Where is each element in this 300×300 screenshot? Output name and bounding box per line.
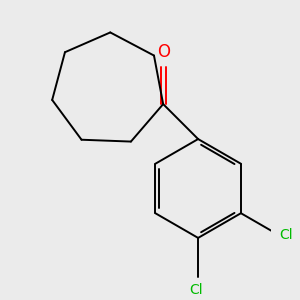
Text: Cl: Cl	[189, 284, 202, 297]
Text: O: O	[157, 43, 170, 61]
Text: Cl: Cl	[279, 228, 293, 242]
